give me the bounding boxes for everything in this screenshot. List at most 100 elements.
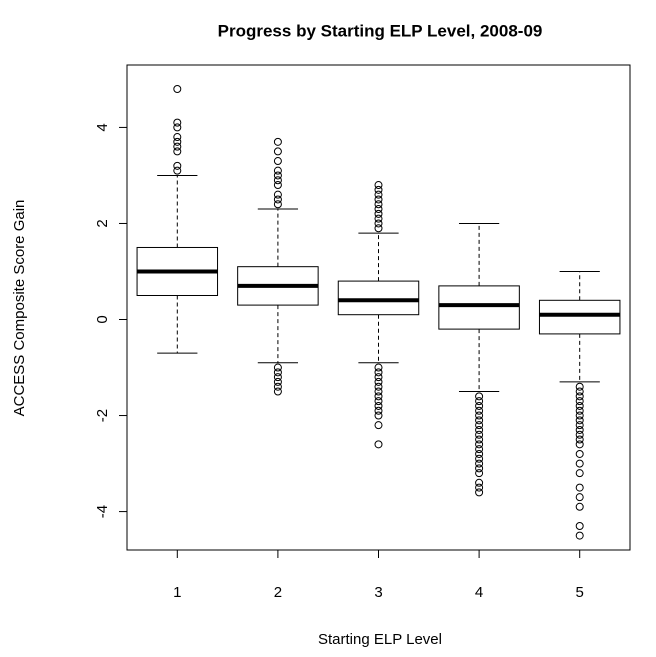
outlier [374,200,383,209]
outlier [475,397,484,406]
outlier [173,161,182,170]
box [438,285,520,330]
outlier [374,392,383,401]
outlier [475,488,484,497]
outlier [575,425,584,434]
outlier [273,176,282,185]
outlier [173,142,182,151]
y-tick-label: 4 [94,123,111,131]
outlier [273,387,282,396]
outlier [374,195,383,204]
outlier [475,464,484,473]
outlier [374,185,383,194]
outlier [173,147,182,156]
outlier [374,406,383,415]
outlier [273,137,282,146]
outlier [374,397,383,406]
outlier [475,401,484,410]
outlier [575,440,584,449]
outlier [475,449,484,458]
x-tick-label: 3 [374,584,382,601]
outlier [575,483,584,492]
outlier [475,425,484,434]
outlier [173,123,182,132]
outlier [374,382,383,391]
outlier [475,459,484,468]
outlier [575,459,584,468]
outlier [475,406,484,415]
outlier [273,200,282,209]
box [538,299,621,335]
outlier [575,449,584,458]
outlier [273,382,282,391]
chart-title: Progress by Starting ELP Level, 2008-09 [218,21,543,40]
outlier [575,392,584,401]
outlier [575,416,584,425]
outlier [575,401,584,410]
outlier [475,435,484,444]
outlier [575,411,584,420]
outlier [575,387,584,396]
outlier [575,406,584,415]
outlier [374,224,383,233]
outlier [173,137,182,146]
outlier [575,502,584,511]
outlier [273,195,282,204]
y-tick-label: -4 [94,505,111,518]
outlier [173,85,182,94]
outlier [475,430,484,439]
y-tick-label: 2 [94,219,111,227]
x-tick-label: 5 [576,584,584,601]
outlier [273,166,282,175]
outlier [273,377,282,386]
outlier [374,411,383,420]
outlier [575,435,584,444]
outlier [475,392,484,401]
y-tick-label: 0 [94,315,111,323]
outlier [273,190,282,199]
outlier [374,363,383,372]
outlier [575,493,584,502]
x-tick-label: 4 [475,584,483,601]
outlier [575,397,584,406]
outlier [273,147,282,156]
outlier [475,411,484,420]
outlier [374,421,383,430]
x-axis-label: Starting ELP Level [318,631,442,648]
outlier [374,219,383,228]
outlier [374,205,383,214]
plot-frame [126,64,631,551]
outlier [575,531,584,540]
outlier [374,190,383,199]
outlier [374,368,383,377]
outlier [575,521,584,530]
outlier [273,181,282,190]
outlier [374,377,383,386]
outlier [475,483,484,492]
outlier [475,445,484,454]
outlier [475,454,484,463]
outlier [173,118,182,127]
outlier [475,469,484,478]
outlier [374,440,383,449]
outlier [475,421,484,430]
outlier [475,416,484,425]
outlier [374,373,383,382]
outlier [575,421,584,430]
box [337,280,420,316]
outlier [374,401,383,410]
outlier [273,373,282,382]
x-tick-label: 1 [173,584,181,601]
outlier [273,171,282,180]
outlier [374,181,383,190]
outlier [475,478,484,487]
y-axis-label: ACCESS Composite Score Gain [11,200,28,417]
outlier [273,157,282,166]
outlier [374,387,383,396]
outlier [173,166,182,175]
outlier [173,133,182,142]
outlier [374,209,383,218]
outlier [575,469,584,478]
outlier [575,382,584,391]
